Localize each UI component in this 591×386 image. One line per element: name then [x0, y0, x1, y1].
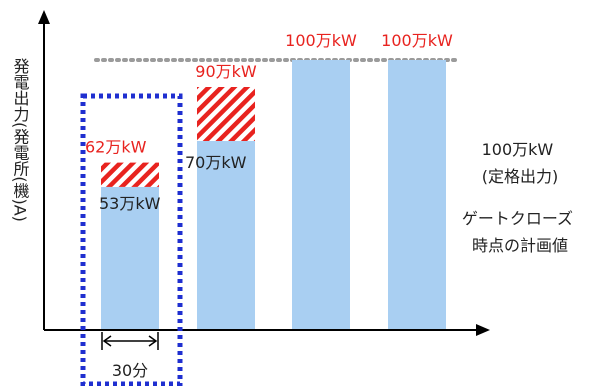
bar-3: [292, 60, 350, 329]
note-label-line-2: 時点の計画値: [472, 236, 568, 255]
bar-2: [197, 141, 255, 329]
reference-label-line-2: (定格出力): [482, 167, 559, 186]
bar-4: [388, 60, 446, 329]
highlight-box: [80, 93, 183, 386]
top-value-label-1: 62万kW: [85, 138, 147, 157]
top-value-label-2: 90万kW: [195, 62, 257, 81]
note-label-line-1: ゲートクローズ: [462, 209, 573, 228]
x-axis-arrow: [476, 324, 490, 336]
y-axis-arrow: [38, 10, 50, 24]
labels-group: 62万kW 90万kW 100万kW 100万kW 53万kW 70万kW: [85, 31, 453, 213]
note-label: ゲートクローズ 時点の計画値: [462, 209, 578, 255]
interval-label: 30分: [112, 361, 148, 380]
base-value-label-2: 70万kW: [185, 153, 247, 172]
bar-1: [101, 186, 159, 329]
bars-group: [101, 60, 446, 329]
reference-label-line-1: 100万kW: [482, 140, 554, 159]
interval-arrow-left-head: [102, 335, 112, 347]
y-axis-label: 発電出力(発電所(機)A): [11, 58, 30, 222]
reference-label: 100万kW (定格出力): [482, 140, 559, 186]
increment-hatch-2: [197, 87, 255, 141]
base-value-label-1: 53万kW: [99, 194, 161, 213]
increment-hatch-1: [101, 162, 159, 187]
top-value-label-4: 100万kW: [381, 31, 453, 50]
top-value-label-3: 100万kW: [285, 31, 357, 50]
interval-arrow-right-head: [148, 335, 158, 347]
